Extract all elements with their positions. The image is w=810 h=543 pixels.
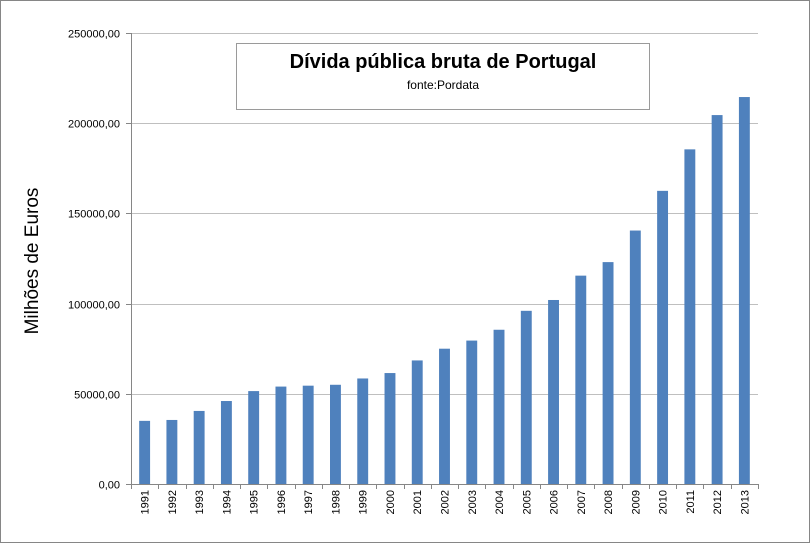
bar-2010	[657, 190, 669, 484]
x-tick-label: 1994	[221, 490, 233, 514]
x-tick-label: 1999	[358, 490, 370, 514]
x-tick-label: 2008	[603, 490, 615, 514]
x-tick-label: 2005	[521, 490, 533, 514]
gridlines	[131, 33, 758, 395]
bar-2002	[439, 348, 450, 484]
axes	[131, 33, 758, 485]
x-tick-label: 2003	[467, 490, 479, 514]
bar-2008	[602, 262, 614, 484]
x-tick-labels: 1991 1992 1993 1994 1995 1996 1997 1998 1999 2000…	[131, 484, 759, 514]
x-tick-label: 2002	[440, 490, 452, 514]
bar-2003	[466, 340, 478, 484]
x-tick-label: 1992	[167, 490, 179, 514]
chart-title: Dívida pública bruta de Portugal	[289, 51, 597, 73]
x-tick-label: 2000	[385, 490, 397, 514]
chart-subtitle: fonte:Pordata	[406, 78, 480, 92]
y-tick-label: 250000,00	[68, 29, 120, 41]
bar-2009	[629, 230, 641, 484]
y-tick-label: 200000,00	[68, 119, 120, 131]
x-tick-label: 2013	[739, 490, 751, 514]
x-tick-label: 2012	[712, 490, 724, 514]
x-tick-label: 2009	[630, 490, 642, 514]
bar-2011	[684, 149, 696, 485]
bar-2000	[384, 373, 396, 484]
chart-title-box: Dívida pública bruta de Portugal fonte:P…	[236, 43, 650, 110]
x-tick-label: 1996	[276, 490, 288, 514]
bar-2004	[493, 329, 505, 484]
x-tick-label: 1997	[303, 490, 315, 514]
y-axis-title: Milhões de Euros	[22, 188, 43, 335]
bar-1995	[248, 391, 260, 484]
bar-1999	[357, 378, 369, 484]
bar-2005	[520, 310, 532, 484]
bar-2007	[575, 275, 587, 484]
bar-2001	[411, 360, 423, 484]
x-tick-label: 2010	[658, 490, 670, 514]
bar-1996	[275, 386, 287, 484]
bar-1993	[193, 410, 205, 484]
bar-2013	[738, 97, 750, 484]
x-tick-label: 1991	[140, 490, 152, 514]
y-tick-label: 100000,00	[68, 300, 120, 312]
bar-1994	[220, 401, 232, 484]
bars	[139, 97, 750, 485]
x-tick-label: 1993	[194, 490, 206, 514]
bar-2006	[548, 299, 559, 484]
bar-2012	[711, 115, 723, 484]
y-tick-label: 50000,00	[74, 390, 120, 402]
x-tick-label: 2006	[549, 490, 561, 514]
y-tick-label: 150000,00	[68, 209, 120, 221]
x-tick-label: 2007	[576, 490, 588, 514]
bar-1998	[330, 384, 341, 484]
y-tick-labels: 0,00 50000,00 100000,00 150000,00 200000,00 2…	[68, 29, 131, 492]
x-tick-label: 1998	[331, 490, 343, 514]
bar-1991	[139, 420, 151, 484]
y-tick-label: 0,00	[99, 480, 120, 492]
bar-1992	[166, 419, 178, 484]
x-tick-label: 1995	[249, 490, 261, 514]
x-tick-label: 2011	[685, 490, 697, 514]
x-tick-label: 2001	[412, 490, 424, 514]
bar-1997	[302, 385, 314, 484]
x-tick-label: 2004	[494, 490, 506, 514]
